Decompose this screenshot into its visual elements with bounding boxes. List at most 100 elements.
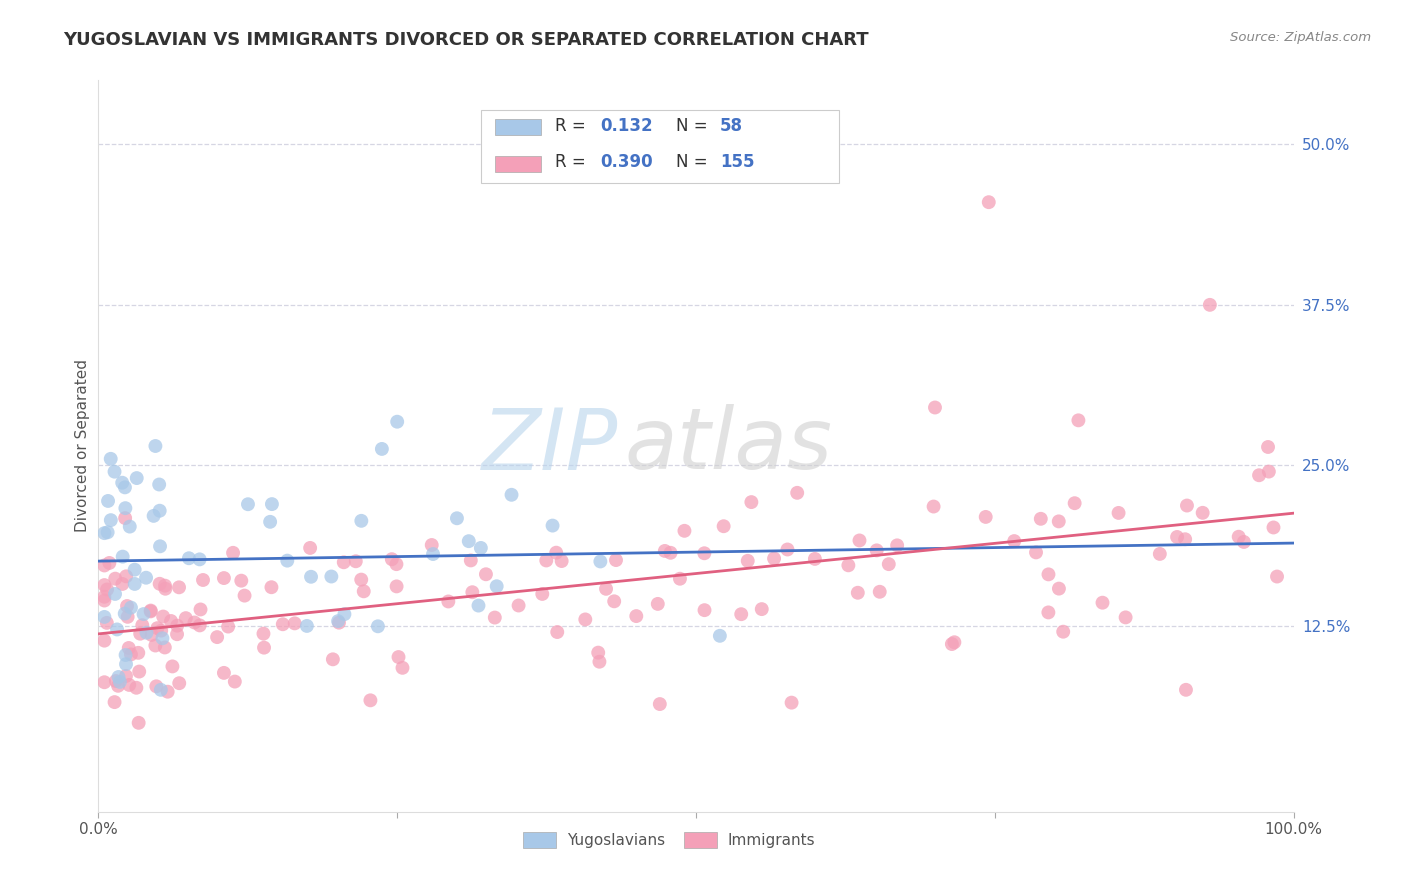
Point xyxy=(115,599,138,613)
Point xyxy=(114,648,136,662)
Point xyxy=(128,715,150,730)
Point xyxy=(149,504,172,518)
Point xyxy=(869,584,891,599)
Point xyxy=(93,633,115,648)
Point xyxy=(115,569,138,583)
Point xyxy=(174,611,197,625)
Point xyxy=(224,674,246,689)
Point xyxy=(93,578,115,592)
Point xyxy=(260,580,283,594)
Point xyxy=(1002,534,1025,549)
Point xyxy=(212,665,235,680)
Text: R =: R = xyxy=(555,153,591,171)
Point xyxy=(673,524,696,538)
Point xyxy=(145,439,167,453)
Point xyxy=(93,610,115,624)
Point xyxy=(387,650,409,665)
Point xyxy=(135,571,157,585)
Point xyxy=(118,678,141,692)
Point xyxy=(118,640,141,655)
Point xyxy=(541,518,564,533)
Point xyxy=(107,670,129,684)
Point xyxy=(191,573,214,587)
Point xyxy=(190,602,212,616)
Point xyxy=(104,587,127,601)
Point xyxy=(93,675,115,690)
Point xyxy=(152,632,174,646)
Point xyxy=(299,541,322,555)
Point xyxy=(730,607,752,622)
Point xyxy=(586,646,609,660)
Point xyxy=(475,567,498,582)
Text: atlas: atlas xyxy=(624,404,832,488)
Point xyxy=(141,628,163,642)
Point xyxy=(333,607,356,622)
Point xyxy=(105,623,128,637)
Point xyxy=(111,549,134,564)
Point xyxy=(837,558,859,573)
Point xyxy=(941,637,963,651)
Point xyxy=(155,582,177,596)
Point xyxy=(152,609,174,624)
Point xyxy=(763,551,786,566)
Text: Source: ZipAtlas.com: Source: ZipAtlas.com xyxy=(1230,31,1371,45)
Point xyxy=(205,630,228,644)
Point xyxy=(271,617,294,632)
Point xyxy=(114,480,136,494)
Point xyxy=(252,626,274,640)
Point xyxy=(217,619,239,633)
Point xyxy=(93,590,115,604)
Point xyxy=(1038,606,1060,620)
Point xyxy=(127,646,149,660)
Point xyxy=(648,697,671,711)
Point xyxy=(437,594,460,608)
Point xyxy=(1247,468,1270,483)
Point xyxy=(145,679,167,693)
Point xyxy=(924,401,946,415)
Point xyxy=(97,494,120,508)
Point xyxy=(100,451,122,466)
Point xyxy=(350,573,373,587)
Point xyxy=(93,558,115,573)
Point xyxy=(284,616,307,631)
Point xyxy=(457,534,479,549)
Point xyxy=(167,580,190,594)
Point xyxy=(139,604,162,618)
Point xyxy=(103,695,125,709)
Point xyxy=(669,572,692,586)
Point xyxy=(167,676,190,690)
Point xyxy=(974,510,997,524)
Point xyxy=(693,546,716,560)
FancyBboxPatch shape xyxy=(481,110,839,183)
Point xyxy=(276,554,298,568)
Point xyxy=(104,572,127,586)
Bar xyxy=(495,119,541,136)
Point xyxy=(139,603,162,617)
Point xyxy=(786,485,808,500)
Point xyxy=(259,515,281,529)
Point xyxy=(183,615,205,630)
Point xyxy=(922,500,945,514)
Point xyxy=(142,508,165,523)
Point xyxy=(188,618,211,632)
Point xyxy=(115,657,138,672)
Point xyxy=(111,577,134,591)
Point xyxy=(108,674,131,689)
Point xyxy=(166,618,188,632)
Point xyxy=(1257,465,1279,479)
Point xyxy=(353,584,375,599)
Point xyxy=(1091,596,1114,610)
Text: Yugoslavians: Yugoslavians xyxy=(567,833,665,847)
Point xyxy=(546,625,568,640)
Point xyxy=(149,682,172,697)
Point xyxy=(846,586,869,600)
Text: ZIP: ZIP xyxy=(482,404,619,488)
Point xyxy=(97,525,120,540)
Point xyxy=(385,557,408,571)
Point xyxy=(461,585,484,599)
Text: 0.132: 0.132 xyxy=(600,117,652,135)
Point xyxy=(166,627,188,641)
Point xyxy=(344,554,367,568)
Point xyxy=(460,553,482,567)
Point xyxy=(103,465,125,479)
